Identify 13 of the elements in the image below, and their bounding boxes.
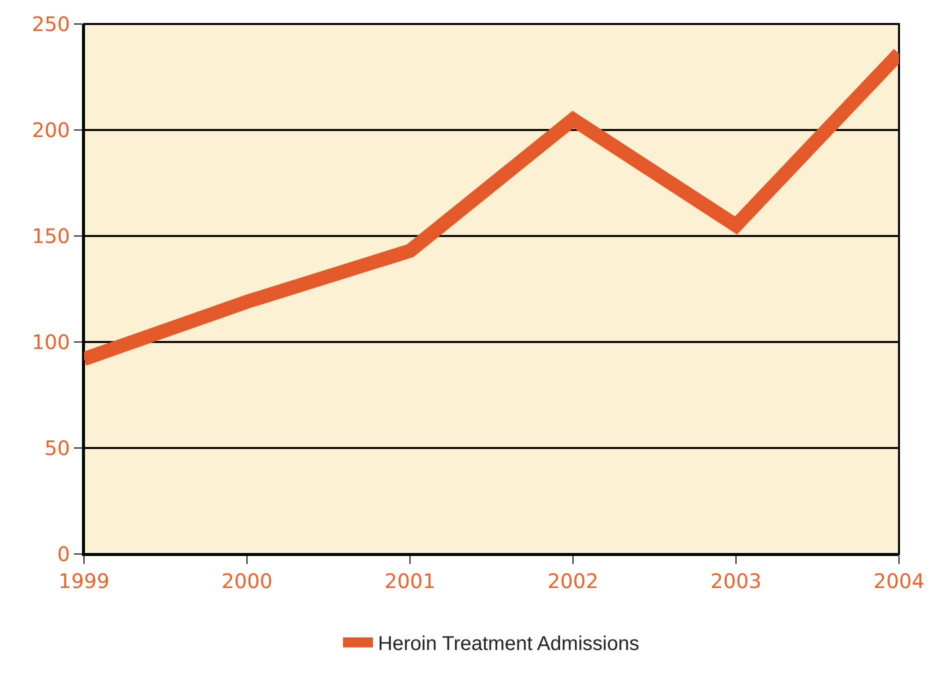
x-tick-label: 2000 — [222, 569, 272, 593]
x-tick-label: 2003 — [710, 569, 762, 593]
legend-label: Heroin Treatment Admissions — [378, 633, 640, 656]
x-tick-label: 2002 — [548, 569, 598, 593]
x-tick-label: 1999 — [58, 569, 110, 593]
x-tick-label: 2001 — [384, 569, 436, 593]
y-tick-label: 250 — [32, 12, 70, 36]
y-tick-label: 150 — [32, 224, 70, 248]
y-tick-label: 0 — [57, 542, 70, 566]
y-tick-label: 200 — [32, 118, 70, 142]
x-tick-label: 2004 — [874, 569, 924, 593]
y-tick-label: 50 — [44, 436, 70, 460]
y-tick-label: 100 — [32, 330, 70, 354]
